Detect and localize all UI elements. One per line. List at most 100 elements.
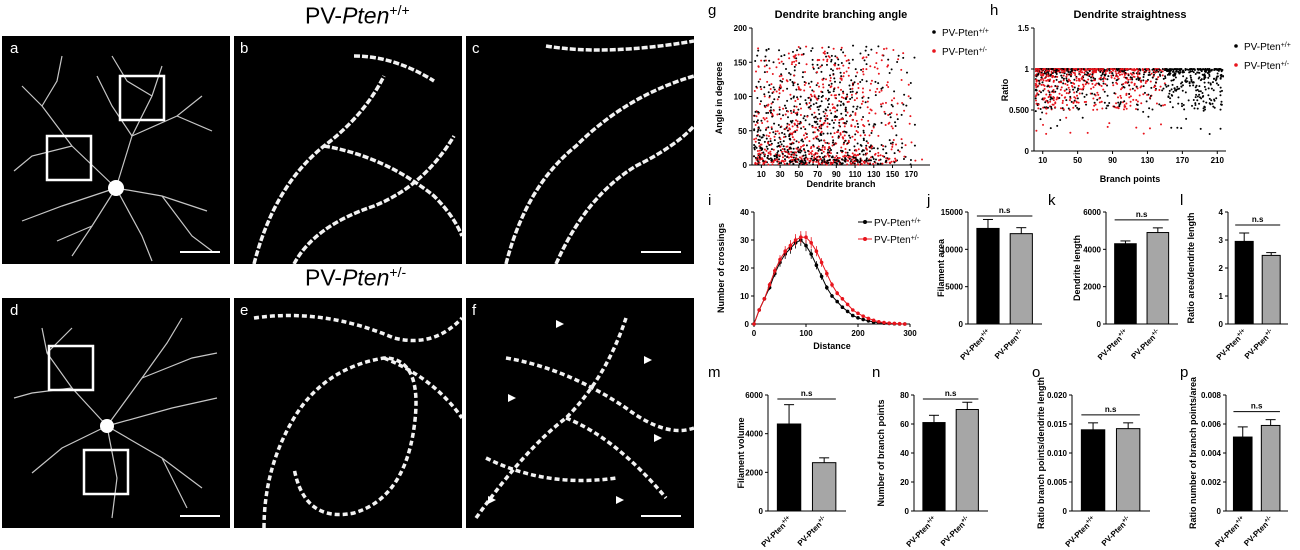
data-point: [1220, 68, 1223, 71]
data-point: [1148, 127, 1151, 130]
data-point: [1065, 88, 1068, 91]
data-point: [1136, 68, 1139, 71]
data-point: [820, 139, 823, 142]
data-point: [1056, 124, 1059, 127]
data-point: [1034, 82, 1037, 85]
data-point: [818, 113, 821, 116]
data-point: [816, 146, 819, 149]
data-point: [904, 144, 907, 147]
data-point: [1052, 96, 1055, 99]
data-point: [754, 140, 757, 143]
data-point: [761, 122, 764, 125]
y-axis-label: Ratio number of branch points/area: [1188, 376, 1198, 529]
micrograph-d: d: [2, 298, 230, 528]
data-point: [755, 115, 758, 118]
data-point: [836, 109, 839, 112]
data-point: [785, 145, 788, 148]
data-point: [862, 116, 865, 119]
data-point: [1198, 96, 1201, 99]
data-point: [1188, 84, 1191, 87]
data-point: [1147, 115, 1150, 118]
data-point: [1035, 94, 1038, 97]
data-point: [1136, 103, 1139, 106]
data-point: [843, 121, 846, 124]
data-point: [1191, 70, 1194, 73]
data-point: [818, 155, 821, 158]
y-tick-label: 0: [1217, 507, 1222, 516]
data-point: [769, 87, 772, 90]
data-point: [1088, 70, 1091, 73]
data-point: [757, 112, 760, 115]
data-point: [1135, 78, 1138, 81]
data-point: [791, 125, 794, 128]
data-point: [1171, 106, 1174, 109]
data-point: [795, 154, 798, 157]
data-point: [786, 99, 789, 102]
data-point: [838, 124, 841, 127]
data-point: [778, 92, 781, 95]
bar: [976, 227, 1000, 325]
data-point: [1060, 71, 1063, 74]
data-point: [793, 158, 796, 161]
y-tick-label: 15000: [941, 208, 964, 217]
data-point: [785, 126, 788, 129]
data-point: [1047, 79, 1050, 82]
data-point: [768, 84, 771, 87]
data-point: [772, 86, 775, 89]
data-point: [823, 148, 826, 151]
data-point: [753, 146, 756, 149]
data-point: [1178, 87, 1181, 90]
data-point: [1075, 76, 1078, 79]
data-point: [1136, 75, 1139, 78]
data-point: [1099, 76, 1102, 79]
data-point: [782, 160, 785, 163]
data-point: [1050, 68, 1053, 71]
data-point: [1073, 96, 1076, 99]
data-point: [764, 55, 767, 58]
data-point: [1102, 80, 1105, 83]
data-point: [778, 132, 781, 135]
data-point: [903, 322, 907, 326]
data-point: [1147, 73, 1150, 76]
data-point: [1154, 71, 1157, 74]
data-point: [799, 160, 802, 163]
data-point: [1149, 96, 1152, 99]
panel-label-h: h: [990, 2, 999, 19]
data-point: [1083, 95, 1086, 98]
data-point: [864, 49, 867, 52]
data-point: [1201, 92, 1204, 95]
data-point: [771, 163, 774, 166]
data-point: [802, 154, 805, 157]
data-point: [812, 137, 815, 140]
data-point: [766, 147, 769, 150]
data-point: [786, 129, 789, 132]
data-point: [1117, 72, 1120, 75]
data-point: [848, 115, 851, 118]
data-point: [1086, 72, 1089, 75]
y-tick-label: 4000: [745, 430, 763, 439]
data-point: [859, 52, 862, 55]
data-point: [1151, 108, 1154, 111]
data-point: [830, 54, 833, 57]
data-point: [755, 163, 758, 166]
data-point: [802, 148, 805, 151]
data-point: [828, 158, 831, 161]
data-point: [808, 161, 811, 164]
data-point: [786, 122, 789, 125]
data-point: [1158, 68, 1161, 71]
bar: [1114, 243, 1137, 325]
data-point: [1137, 69, 1140, 72]
data-point: [825, 285, 829, 290]
data-point: [827, 161, 830, 164]
data-point: [1135, 85, 1138, 88]
data-point: [799, 151, 802, 154]
data-point: [796, 124, 799, 127]
data-point: [779, 138, 782, 141]
data-point: [1161, 68, 1164, 71]
data-point: [1186, 68, 1189, 71]
data-point: [1049, 98, 1052, 101]
legend-marker: [932, 30, 936, 34]
data-point: [1184, 68, 1187, 71]
